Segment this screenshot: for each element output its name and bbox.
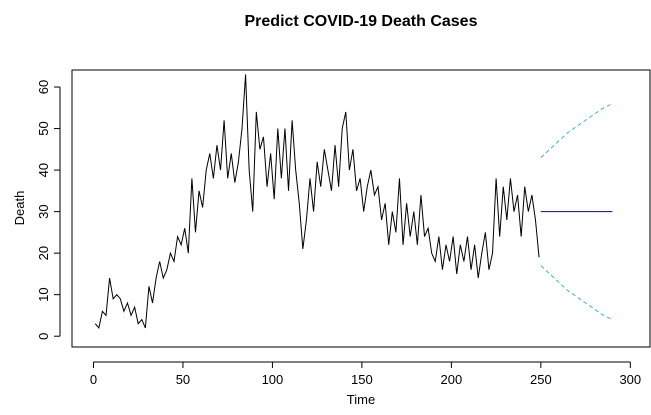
- chart-title: Predict COVID-19 Death Cases: [245, 13, 478, 30]
- x-tick-label: 250: [530, 372, 552, 387]
- y-tick-label: 40: [36, 163, 51, 177]
- series-line: [94, 74, 540, 329]
- y-tick-label: 50: [36, 121, 51, 135]
- series-line: [540, 265, 613, 321]
- x-axis-label: Time: [347, 392, 375, 407]
- x-tick-label: 50: [176, 372, 190, 387]
- y-tick-label: 30: [36, 204, 51, 218]
- x-tick-label: 200: [441, 372, 463, 387]
- y-tick-label: 0: [36, 333, 51, 340]
- x-tick-label: 100: [262, 372, 284, 387]
- x-tick-label: 300: [619, 372, 641, 387]
- y-tick-label: 60: [36, 80, 51, 94]
- x-tick-label: 150: [351, 372, 373, 387]
- y-tick-label: 10: [36, 287, 51, 301]
- series-line: [540, 103, 613, 158]
- y-tick-label: 20: [36, 246, 51, 260]
- plot-box: [71, 69, 651, 348]
- y-axis-label: Death: [12, 191, 27, 226]
- x-tick-label: 0: [90, 372, 97, 387]
